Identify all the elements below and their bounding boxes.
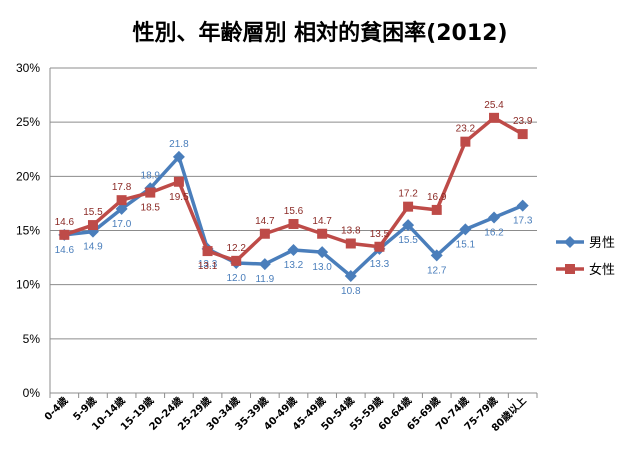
data-point-female	[431, 204, 442, 215]
data-label-male: 15.1	[456, 239, 476, 250]
data-point-female	[59, 229, 70, 240]
data-point-female	[517, 129, 528, 140]
data-label-male: 21.8	[169, 139, 189, 150]
data-label-female: 19.5	[169, 192, 189, 203]
data-point-male	[402, 219, 415, 232]
x-tick-label: 0-4歳	[41, 394, 70, 423]
data-point-male	[258, 258, 271, 271]
y-tick-label: 30%	[16, 61, 40, 75]
data-label-male: 13.3	[370, 259, 390, 270]
legend-label: 女性	[589, 262, 615, 278]
x-tick-label: 5-9歳	[70, 394, 99, 423]
data-point-male	[516, 199, 529, 212]
data-point-female	[116, 195, 127, 206]
data-label-female: 13.5	[370, 229, 390, 240]
data-point-male	[172, 150, 185, 163]
data-label-male: 16.2	[484, 228, 504, 239]
data-label-male: 11.9	[255, 274, 274, 285]
data-point-female	[345, 238, 356, 249]
data-label-male: 18.9	[141, 170, 161, 181]
data-label-male: 13.2	[284, 260, 304, 271]
data-point-female	[145, 187, 156, 198]
data-label-female: 18.5	[141, 203, 161, 214]
data-label-female: 23.9	[513, 116, 533, 127]
data-label-male: 12.0	[226, 273, 246, 284]
data-point-female	[317, 228, 328, 239]
data-point-female	[231, 255, 242, 266]
data-label-female: 13.1	[198, 261, 218, 272]
data-label-male: 15.5	[398, 235, 418, 246]
data-point-female	[173, 176, 184, 187]
data-label-male: 14.9	[83, 242, 103, 253]
y-tick-label: 0%	[23, 386, 41, 400]
legend-label: 男性	[589, 236, 615, 251]
y-tick-label: 5%	[23, 332, 41, 346]
data-point-male	[488, 211, 501, 224]
data-point-male	[316, 246, 329, 259]
y-tick-label: 10%	[16, 278, 40, 292]
data-point-male	[430, 249, 443, 262]
data-label-female: 14.7	[255, 216, 275, 227]
data-label-female: 15.5	[83, 207, 103, 218]
data-label-male: 10.8	[341, 286, 361, 297]
data-label-female: 13.8	[341, 226, 361, 237]
data-label-female: 14.6	[55, 217, 75, 228]
data-label-female: 17.8	[112, 182, 132, 193]
data-point-female	[87, 220, 98, 231]
y-tick-label: 15%	[16, 224, 40, 238]
data-label-male: 17.0	[112, 219, 132, 230]
data-label-female: 23.2	[456, 124, 476, 135]
data-point-male	[344, 270, 357, 282]
grid	[50, 67, 537, 340]
data-labels: 14.6 14.9 17.0 18.9 21.8 13.3 12.0 11.9 13.2 13.0…	[55, 100, 533, 297]
data-label-female: 12.2	[226, 243, 246, 254]
data-point-female	[288, 219, 299, 229]
series	[58, 112, 529, 282]
data-point-female	[202, 246, 213, 257]
data-label-male: 13.3	[198, 259, 218, 270]
data-label-female: 16.9	[427, 192, 447, 203]
data-point-female	[460, 136, 471, 147]
data-point-female	[259, 228, 270, 239]
data-label-male: 14.6	[55, 245, 75, 256]
data-point-male	[459, 223, 472, 236]
data-point-male	[287, 244, 300, 256]
data-point-female	[489, 112, 500, 123]
data-label-female: 14.7	[312, 216, 332, 227]
y-tick-label: 20%	[16, 169, 40, 183]
data-point-male	[115, 202, 128, 215]
data-label-female: 25.4	[484, 100, 504, 111]
y-tick-label: 25%	[16, 115, 40, 129]
data-label-female: 15.6	[284, 206, 304, 217]
data-label-male: 17.3	[513, 216, 533, 227]
legend-marker	[565, 264, 575, 274]
data-label-female: 17.2	[398, 189, 418, 200]
data-point-female	[374, 241, 385, 252]
data-label-male: 13.0	[312, 262, 332, 273]
legend-marker	[564, 236, 576, 248]
data-label-male: 12.7	[427, 265, 447, 276]
data-point-female	[403, 201, 414, 212]
chart-title: 性別、年齢層別 相対的貧困率(2012)	[133, 20, 508, 46]
